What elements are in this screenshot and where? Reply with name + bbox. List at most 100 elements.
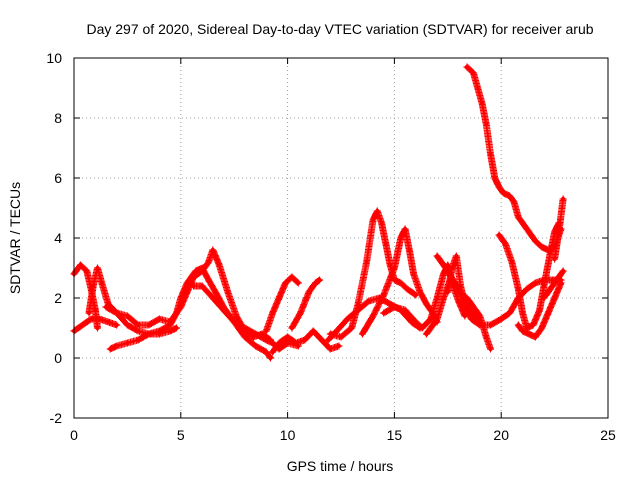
series-track-2 <box>70 315 121 335</box>
data-point <box>355 301 361 307</box>
data-point <box>379 220 384 226</box>
y-tick-label: 10 <box>46 50 62 66</box>
data-point <box>125 313 130 319</box>
data-point <box>548 286 553 292</box>
x-tick-label: 5 <box>177 427 185 443</box>
data-point <box>552 256 557 262</box>
data-point <box>264 337 269 343</box>
data-point <box>407 247 412 253</box>
data-point <box>93 307 98 313</box>
data-point <box>445 289 450 295</box>
data-point <box>285 340 290 346</box>
data-point <box>539 325 544 331</box>
data-point <box>146 322 151 328</box>
data-point <box>533 280 538 286</box>
series-track-7 <box>262 273 302 335</box>
data-point <box>178 295 183 301</box>
data-point <box>253 331 258 337</box>
data-point <box>114 343 119 349</box>
data-point <box>516 322 521 328</box>
data-point <box>520 310 525 316</box>
data-point <box>511 199 517 205</box>
data-point <box>402 226 408 232</box>
data-point <box>516 214 521 220</box>
data-point <box>509 259 515 265</box>
data-point <box>206 259 211 265</box>
data-point <box>285 334 290 340</box>
data-point <box>97 316 102 322</box>
data-point <box>546 310 551 316</box>
data-point <box>496 184 502 190</box>
series-track-20 <box>551 195 567 263</box>
data-point <box>383 241 389 247</box>
data-point <box>167 328 173 334</box>
data-layer <box>70 63 567 362</box>
data-point <box>462 313 468 319</box>
data-point <box>496 232 502 238</box>
data-point <box>541 295 547 301</box>
data-point <box>200 265 205 271</box>
data-point <box>276 295 282 301</box>
y-tick-label: 0 <box>54 350 62 366</box>
data-point <box>364 259 369 265</box>
data-point <box>375 208 380 214</box>
data-point <box>80 322 85 328</box>
data-point <box>520 220 525 226</box>
data-point <box>270 349 275 355</box>
series-track-19 <box>514 279 565 341</box>
data-point <box>276 340 282 346</box>
data-point <box>302 337 307 343</box>
data-point <box>441 295 446 301</box>
data-point <box>125 340 130 346</box>
data-point <box>268 355 273 361</box>
data-point <box>319 337 324 343</box>
data-point <box>477 322 482 328</box>
data-point <box>293 340 299 346</box>
data-point <box>306 289 312 295</box>
data-point <box>289 325 295 331</box>
series-track-21 <box>540 267 567 302</box>
data-point <box>526 229 532 235</box>
data-point <box>533 238 538 244</box>
y-axis-label: SDTVAR / TECUs <box>7 182 23 294</box>
data-point <box>125 322 130 328</box>
data-point <box>469 316 474 322</box>
data-point <box>264 328 269 334</box>
y-tick-label: 8 <box>54 110 62 126</box>
data-point <box>225 289 230 295</box>
data-point <box>95 325 100 331</box>
data-point <box>537 307 542 313</box>
data-point <box>206 277 211 283</box>
data-point <box>232 319 237 325</box>
data-point <box>488 151 493 157</box>
data-point <box>283 280 288 286</box>
data-point <box>479 100 485 106</box>
data-point <box>449 265 455 271</box>
data-point <box>413 319 418 325</box>
data-point <box>185 280 190 286</box>
data-point <box>516 286 521 292</box>
data-point <box>91 283 96 289</box>
data-point <box>334 328 339 334</box>
data-point <box>214 292 220 298</box>
data-point <box>492 175 497 181</box>
data-point <box>560 268 566 274</box>
data-point <box>392 265 397 271</box>
data-point <box>108 346 113 352</box>
data-point <box>370 217 376 223</box>
data-point <box>507 310 512 316</box>
series-track-8 <box>269 327 343 356</box>
data-point <box>475 85 480 91</box>
data-point <box>338 334 344 340</box>
data-point <box>526 331 532 337</box>
data-point <box>95 265 100 271</box>
data-point <box>424 301 429 307</box>
data-point <box>524 286 529 292</box>
data-point <box>560 196 566 202</box>
data-point <box>86 310 92 316</box>
series-track-6 <box>190 282 302 353</box>
data-point <box>78 262 83 268</box>
data-point <box>210 295 215 301</box>
data-point <box>434 253 440 259</box>
